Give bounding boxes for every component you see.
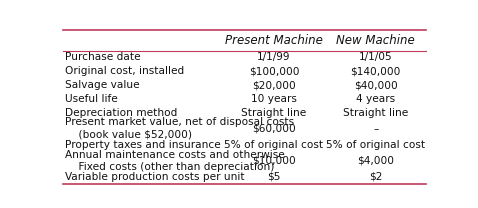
Text: Annual maintenance costs and otherwise
    Fixed costs (other than depreciation): Annual maintenance costs and otherwise F…	[65, 150, 285, 172]
Text: 1/1/05: 1/1/05	[359, 52, 392, 62]
Text: Straight line: Straight line	[241, 108, 307, 118]
Text: Variable production costs per unit: Variable production costs per unit	[65, 172, 245, 182]
Text: $5: $5	[267, 172, 281, 182]
Text: Original cost, installed: Original cost, installed	[65, 66, 184, 76]
Text: Present market value, net of disposal costs
    (book value $52,000): Present market value, net of disposal co…	[65, 118, 294, 140]
Text: $4,000: $4,000	[357, 156, 394, 166]
Text: $2: $2	[369, 172, 382, 182]
Text: –: –	[373, 124, 378, 134]
Text: Depreciation method: Depreciation method	[65, 108, 177, 118]
Text: $140,000: $140,000	[350, 66, 401, 76]
Text: $100,000: $100,000	[249, 66, 299, 76]
Text: Present Machine: Present Machine	[225, 34, 323, 47]
Text: $20,000: $20,000	[252, 80, 296, 90]
Text: $60,000: $60,000	[252, 124, 296, 134]
Text: Salvage value: Salvage value	[65, 80, 140, 90]
Text: $10,000: $10,000	[252, 156, 296, 166]
Text: 4 years: 4 years	[356, 94, 395, 104]
Text: Straight line: Straight line	[343, 108, 408, 118]
Text: 10 years: 10 years	[251, 94, 297, 104]
Text: 5% of original cost: 5% of original cost	[225, 140, 324, 150]
Text: 5% of original cost: 5% of original cost	[326, 140, 425, 150]
Text: Useful life: Useful life	[65, 94, 118, 104]
Text: Purchase date: Purchase date	[65, 52, 141, 62]
Text: New Machine: New Machine	[337, 34, 415, 47]
Text: $40,000: $40,000	[354, 80, 398, 90]
Text: 1/1/99: 1/1/99	[257, 52, 291, 62]
Text: Property taxes and insurance: Property taxes and insurance	[65, 140, 221, 150]
